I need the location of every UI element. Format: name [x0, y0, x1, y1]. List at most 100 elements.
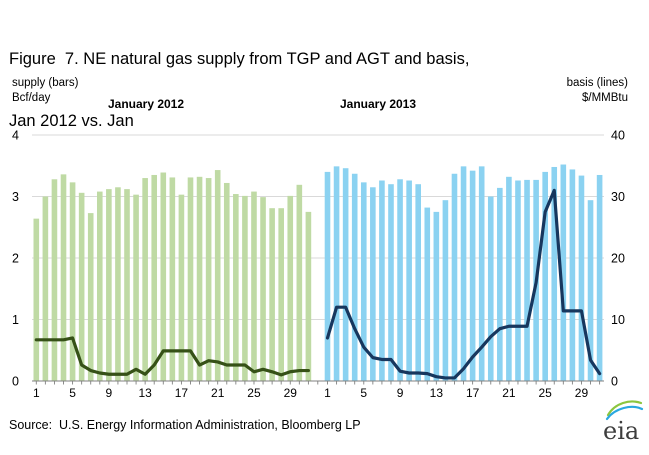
page-title: Figure 7. NE natural gas supply from TGP…	[9, 8, 469, 172]
supply-bar-2012	[151, 174, 158, 381]
supply-bar-2012	[196, 176, 203, 381]
supply-bar-2013	[487, 196, 494, 381]
right-axis-caption: basis (lines) $/MMBtu	[567, 76, 628, 105]
left-axis-caption-line-1: supply (bars)	[12, 77, 79, 89]
supply-bar-2012	[233, 194, 239, 381]
x-tick-label: 1	[324, 386, 331, 400]
supply-bar-2012	[260, 197, 266, 381]
eia-logo-blue-swoosh	[605, 405, 644, 421]
supply-bar-2013	[469, 170, 476, 381]
x-tick-label: 5	[69, 386, 76, 400]
x-tick-label: 29	[575, 386, 589, 400]
supply-bar-2012	[214, 170, 221, 381]
supply-bar-2012	[160, 172, 167, 381]
supply-bar-2013	[524, 179, 530, 381]
supply-bar-2013	[397, 179, 403, 381]
left-axis-caption: supply (bars) Bcf/day	[12, 76, 78, 105]
x-tick-label: 25	[247, 386, 261, 400]
supply-bar-2012	[133, 194, 139, 381]
supply-bar-2013	[587, 200, 594, 381]
title-line-2: Jan 2012 vs. Jan	[9, 111, 134, 130]
x-tick-label: 9	[106, 386, 113, 400]
supply-bar-2013	[578, 175, 585, 381]
supply-bar-2013	[515, 180, 521, 381]
left-axis-tick-label: 3	[12, 190, 19, 204]
right-axis-tick-label: 40	[611, 129, 625, 143]
right-axis-caption-line-1: basis (lines)	[566, 77, 628, 89]
x-tick-label: 25	[539, 386, 553, 400]
supply-bar-2013	[506, 176, 512, 381]
supply-bar-2013	[424, 207, 431, 381]
supply-bar-2012	[42, 196, 49, 381]
right-axis-tick-label: 10	[611, 313, 625, 327]
supply-bar-2013	[542, 171, 548, 381]
x-tick-label: 17	[175, 386, 189, 400]
supply-bar-2013	[497, 187, 503, 381]
supply-bar-2013	[406, 180, 412, 381]
supply-bar-2012	[87, 213, 94, 381]
supply-bar-2012	[115, 187, 121, 381]
eia-logo-green-swoosh	[606, 400, 643, 417]
supply-bar-2012	[269, 208, 275, 381]
supply-bar-2012	[96, 191, 103, 381]
supply-bar-2013	[333, 166, 340, 381]
supply-bar-2013	[379, 180, 385, 381]
supply-bar-2013	[442, 200, 449, 381]
supply-bar-2013	[388, 184, 394, 381]
basis-line-2012	[34, 336, 310, 377]
eia-logo: eia	[603, 400, 644, 445]
supply-bar-2012	[305, 211, 312, 382]
panel-label-january-2013: January 2013	[339, 97, 417, 111]
supply-bar-2013	[551, 166, 558, 381]
right-axis-tick-label: 30	[611, 190, 625, 204]
eia-logo-text: eia	[603, 417, 639, 445]
x-tick-label: 17	[466, 386, 480, 400]
supply-bar-2013	[596, 174, 603, 381]
x-tick-label: 13	[138, 386, 152, 400]
left-axis-tick-label: 0	[12, 375, 19, 389]
title-line-1: Figure 7. NE natural gas supply from TGP…	[9, 50, 470, 68]
x-tick-label: 21	[502, 386, 516, 400]
supply-bar-2012	[106, 189, 112, 381]
supply-bar-2013	[569, 169, 576, 381]
supply-bar-2013	[415, 184, 421, 381]
basis-line-2013	[325, 188, 602, 380]
supply-bar-2012	[60, 174, 67, 381]
panel-label-january-2012: January 2012	[107, 97, 185, 111]
x-tick-label: 9	[397, 386, 404, 400]
supply-bar-2013	[360, 182, 367, 381]
right-axis-tick-label: 20	[611, 252, 625, 266]
supply-bar-2013	[324, 171, 331, 381]
supply-bar-2012	[69, 182, 76, 381]
supply-bar-2012	[296, 184, 303, 381]
supply-bar-2012	[187, 177, 194, 381]
supply-bar-2012	[205, 178, 212, 381]
x-tick-label: 5	[360, 386, 367, 400]
supply-bar-2013	[460, 166, 467, 381]
x-tick-label: 29	[284, 386, 298, 400]
supply-bar-2012	[78, 192, 85, 381]
left-axis-tick-label: 2	[12, 252, 19, 266]
left-axis-tick-label: 1	[12, 313, 19, 327]
source-note: Source: U.S. Energy Information Administ…	[9, 418, 361, 432]
left-axis-tick-label: 4	[12, 129, 19, 143]
left-axis-caption-line-2: Bcf/day	[12, 91, 51, 104]
supply-bar-2012	[242, 195, 248, 381]
supply-bar-2013	[342, 168, 349, 381]
supply-bar-2013	[478, 166, 485, 381]
x-tick-label: 21	[211, 386, 225, 400]
supply-bar-2012	[124, 189, 130, 381]
supply-bar-2013	[370, 187, 376, 381]
supply-bar-2012	[169, 177, 176, 381]
supply-bar-2012	[178, 194, 185, 381]
supply-bar-2013	[351, 173, 358, 381]
x-tick-label: 1	[33, 386, 40, 400]
supply-bar-2013	[560, 164, 567, 381]
right-axis-caption-line-2: $/MMBtu	[581, 91, 628, 104]
supply-bar-2012	[51, 179, 58, 381]
supply-bar-2012	[251, 191, 257, 381]
right-axis-tick-label: 0	[611, 375, 618, 389]
supply-bar-2013	[433, 211, 440, 382]
